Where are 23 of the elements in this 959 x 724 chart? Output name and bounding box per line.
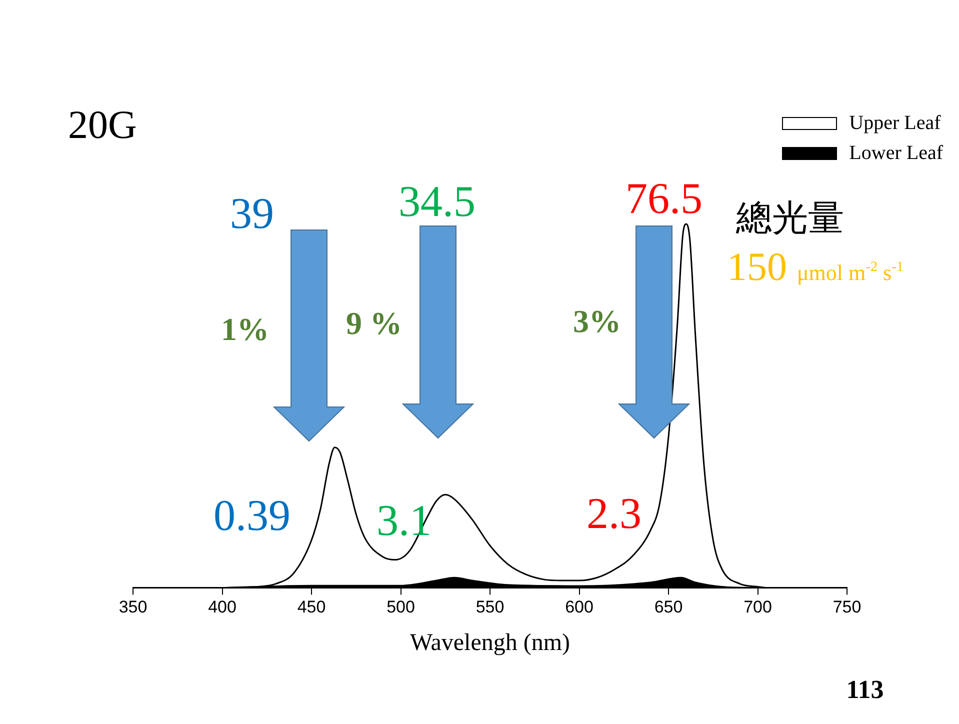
x-tick-label: 450 bbox=[297, 598, 326, 617]
annotation: 34.5 bbox=[398, 177, 476, 226]
x-tick-label: 550 bbox=[476, 598, 504, 617]
x-tick-label: 700 bbox=[744, 598, 772, 617]
annotation: 0.39 bbox=[214, 491, 290, 540]
annotation: 總光量 bbox=[735, 198, 844, 238]
x-tick-label: 650 bbox=[654, 598, 683, 617]
text: 76.5 bbox=[626, 174, 702, 223]
annotation: 9 % bbox=[346, 305, 402, 341]
x-tick-label: 750 bbox=[832, 598, 862, 617]
legend-label: Lower Leaf bbox=[849, 142, 943, 164]
text: 113 bbox=[846, 675, 884, 704]
x-tick-label: 350 bbox=[118, 598, 148, 617]
x-tick-label: 600 bbox=[565, 598, 594, 617]
annotation: 3% bbox=[573, 303, 621, 339]
x-tick-label: 400 bbox=[208, 598, 236, 617]
x-tick-label: 500 bbox=[386, 598, 415, 617]
legend-label: Upper Leaf bbox=[849, 112, 941, 134]
chart-title: 20G bbox=[68, 102, 137, 147]
annotation: 2.3 bbox=[586, 489, 642, 538]
annotation: 39 bbox=[230, 189, 274, 238]
annotation: 1% bbox=[221, 311, 269, 347]
x-axis-title: Wavelengh (nm) bbox=[410, 630, 570, 656]
